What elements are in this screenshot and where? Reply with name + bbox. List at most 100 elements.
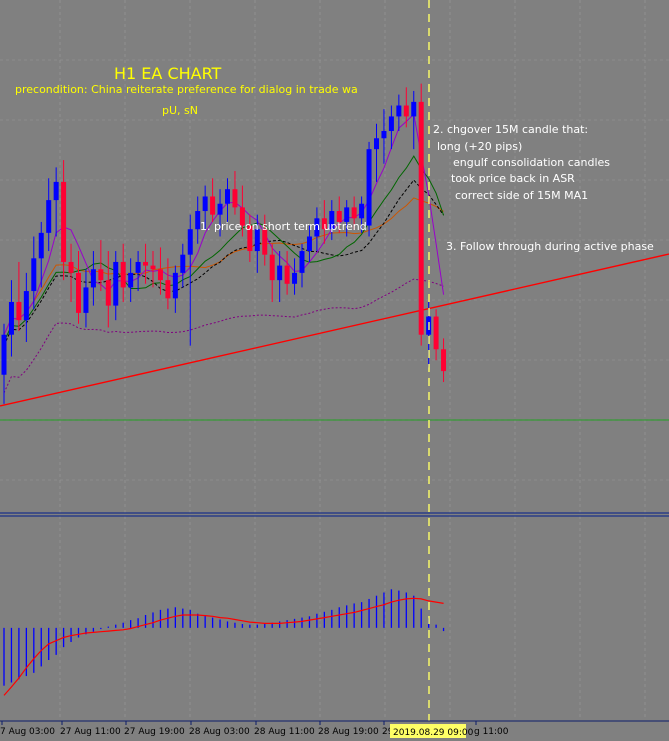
candle-body xyxy=(1,334,7,375)
candle-body xyxy=(187,229,193,255)
candle-body xyxy=(306,236,312,252)
candle-body xyxy=(359,203,365,219)
x-tick-label: 29 xyxy=(382,727,394,737)
candle xyxy=(351,196,357,230)
annotation-2-line-1: 2. chgover 15M candle that: xyxy=(433,123,588,136)
annotation-2-line-2: long (+20 pips) xyxy=(437,140,522,153)
candle-body xyxy=(8,301,14,335)
candle-body xyxy=(202,196,208,212)
candle xyxy=(306,225,312,262)
candle xyxy=(83,269,89,328)
moving-averages xyxy=(3,113,445,394)
precondition-text: precondition: China reiterate preference… xyxy=(15,83,358,96)
candle xyxy=(418,83,424,346)
crosshair-time-label: 2019.08.29 09:00 xyxy=(390,724,474,738)
candle xyxy=(210,178,216,222)
candle-body xyxy=(314,218,320,237)
candle-body xyxy=(172,272,178,299)
candle-body xyxy=(262,229,268,255)
candle xyxy=(366,141,372,237)
candle-body xyxy=(284,265,290,284)
candle xyxy=(165,258,171,310)
x-tick-label: 28 Aug 19:00 xyxy=(318,727,379,737)
candle-body xyxy=(53,181,59,201)
candle xyxy=(254,214,260,273)
candle xyxy=(98,240,104,292)
candle xyxy=(61,160,67,281)
candle xyxy=(90,251,96,306)
candle xyxy=(8,280,14,357)
candle xyxy=(23,272,29,342)
candle xyxy=(172,265,178,313)
candle xyxy=(135,251,141,292)
candle xyxy=(329,200,335,241)
x-tick-label: 28 Aug 11:00 xyxy=(254,727,315,737)
initials-text: pU, sN xyxy=(162,104,198,117)
candle xyxy=(433,309,439,361)
candle xyxy=(247,214,253,262)
candle xyxy=(239,185,245,237)
candle xyxy=(120,243,126,302)
candle-body xyxy=(441,349,447,372)
candle xyxy=(150,251,156,288)
candle-body xyxy=(98,269,104,281)
candle xyxy=(284,251,290,295)
candle-body xyxy=(336,211,342,222)
candle xyxy=(344,200,350,237)
candle-body xyxy=(90,269,96,288)
candle xyxy=(262,214,268,266)
x-tick-label: 27 Aug 19:00 xyxy=(124,727,185,737)
candles xyxy=(1,83,447,404)
candle-body xyxy=(403,105,409,117)
candle-body xyxy=(232,189,238,208)
candle-body xyxy=(135,261,141,273)
candle xyxy=(46,178,52,252)
trendline[interactable] xyxy=(0,253,669,407)
macd-signal-line xyxy=(3,597,444,696)
candle-body xyxy=(292,272,298,284)
annotation-1: 1. price on short term uptrend xyxy=(200,220,367,233)
candle-body xyxy=(113,261,119,306)
grid xyxy=(0,0,669,720)
candle-body xyxy=(225,189,230,204)
candle xyxy=(187,214,193,346)
candle-body xyxy=(411,101,417,117)
candle-body xyxy=(120,261,126,288)
candle xyxy=(277,251,283,302)
candle xyxy=(113,251,119,321)
candle xyxy=(16,261,22,332)
candle-body xyxy=(157,269,163,281)
x-tick-label: 28 Aug 03:00 xyxy=(189,727,250,737)
candle xyxy=(128,258,134,302)
candle-body xyxy=(46,200,52,233)
candle xyxy=(180,243,186,288)
ma-mid-line xyxy=(3,155,445,343)
ma-dotted-line xyxy=(3,179,445,346)
x-tick-label: g 11:00 xyxy=(474,727,509,737)
candle-body xyxy=(68,261,74,273)
annotation-2-line-4: took price back in ASR xyxy=(451,172,575,185)
candle-body xyxy=(61,181,67,262)
candle xyxy=(299,243,305,288)
candle-body xyxy=(217,203,223,215)
candle xyxy=(143,243,149,284)
x-axis-labels: 7 Aug 03:00 27 Aug 11:00 27 Aug 19:00 28 Au… xyxy=(0,721,509,737)
candle xyxy=(314,207,320,252)
candle xyxy=(1,323,7,404)
candle-body xyxy=(128,272,134,288)
candle-body xyxy=(105,280,111,306)
candle-body xyxy=(381,130,387,139)
candle-body xyxy=(366,149,372,226)
candle xyxy=(359,196,365,233)
candle xyxy=(68,243,74,302)
annotation-2-line-3: engulf consolidation candles xyxy=(453,156,610,169)
candle xyxy=(374,123,379,182)
candle-body xyxy=(254,229,260,252)
candle xyxy=(411,90,417,150)
candle xyxy=(269,243,275,302)
candle-body xyxy=(247,225,253,252)
candle-body xyxy=(23,291,29,321)
candle xyxy=(225,178,230,222)
